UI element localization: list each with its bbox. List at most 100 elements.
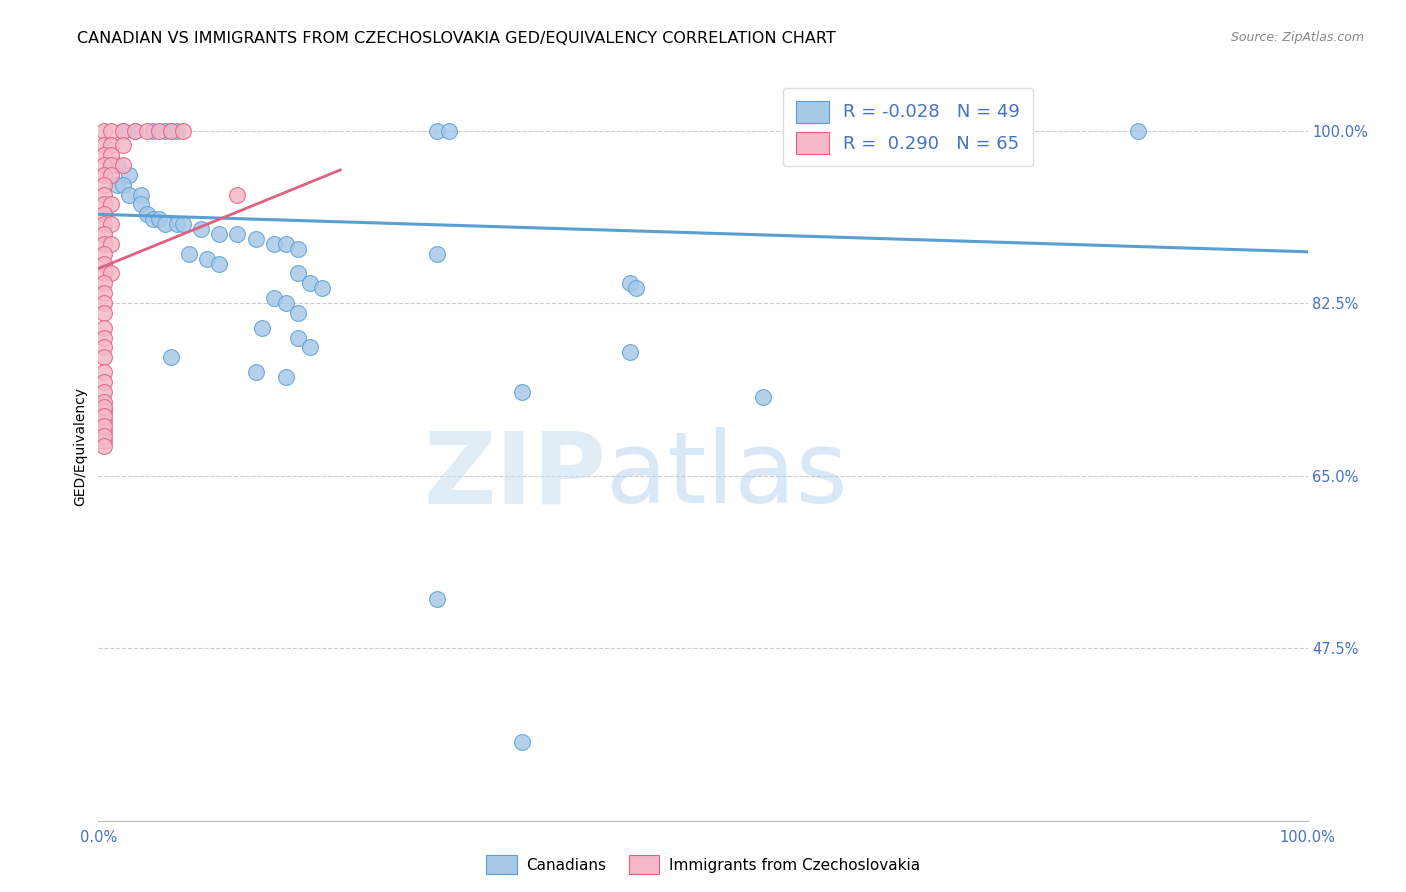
Point [752,390,775,404]
Point [105,178,128,192]
Point [93,138,115,153]
Text: atlas: atlas [606,427,848,524]
Point [100,197,122,211]
Point [118,187,141,202]
Point [93,394,115,409]
Point [111,123,134,137]
Point [148,123,170,137]
Point [226,187,249,202]
Text: Source: ZipAtlas.com: Source: ZipAtlas.com [1230,31,1364,45]
Point [111,178,134,192]
Point [160,123,183,137]
Point [426,123,449,137]
Point [510,384,533,399]
Point [226,227,249,241]
Point [166,217,188,231]
Point [93,257,115,271]
Point [129,197,152,211]
Point [100,138,122,153]
Point [299,340,322,354]
Point [245,232,267,246]
Point [93,434,115,448]
Point [93,424,115,438]
Point [153,123,176,137]
Point [93,246,115,260]
Point [93,384,115,399]
Point [245,365,267,379]
Point [153,217,176,231]
Point [93,414,115,428]
Point [100,267,122,281]
Point [100,158,122,172]
Point [100,168,122,182]
Point [93,207,115,221]
Point [118,168,141,182]
Point [148,212,170,227]
Point [124,123,146,137]
Point [93,217,115,231]
Point [299,277,322,291]
Point [426,591,449,606]
Point [287,306,309,320]
Point [250,320,273,334]
Y-axis label: GED/Equivalency: GED/Equivalency [73,386,87,506]
Point [208,227,231,241]
Point [619,277,641,291]
Point [208,257,231,271]
Point [274,370,297,384]
Point [287,267,309,281]
Point [274,296,297,310]
Point [263,236,285,251]
Point [510,735,533,749]
Point [93,400,115,414]
Point [93,236,115,251]
Point [93,197,115,211]
Point [93,178,115,192]
Point [129,187,152,202]
Point [93,296,115,310]
Point [135,123,157,137]
Point [124,123,146,137]
Point [179,246,201,260]
Point [287,330,309,344]
Point [172,217,194,231]
Point [93,267,115,281]
Point [93,187,115,202]
Point [93,439,115,453]
Point [263,291,285,305]
Point [166,123,188,137]
Point [190,222,212,236]
Point [93,286,115,301]
Legend: Canadians, Immigrants from Czechoslovakia: Canadians, Immigrants from Czechoslovaki… [479,849,927,880]
Point [426,246,449,260]
Point [93,375,115,389]
Point [93,148,115,162]
Point [274,236,297,251]
Point [111,138,134,153]
Point [626,281,648,295]
Point [437,123,460,137]
Point [160,123,183,137]
Point [195,252,218,266]
Point [93,320,115,334]
Legend: R = -0.028   N = 49, R =  0.290   N = 65: R = -0.028 N = 49, R = 0.290 N = 65 [783,88,1032,166]
Point [93,365,115,379]
Point [111,158,134,172]
Point [93,409,115,424]
Point [100,148,122,162]
Point [100,217,122,231]
Point [1128,123,1150,137]
Point [93,340,115,354]
Point [93,330,115,344]
Point [93,429,115,443]
Point [311,281,333,295]
Point [93,168,115,182]
Point [111,123,134,137]
Point [93,277,115,291]
Point [93,419,115,434]
Point [100,236,122,251]
Point [142,212,165,227]
Point [93,227,115,241]
Point [93,351,115,365]
Point [105,158,128,172]
